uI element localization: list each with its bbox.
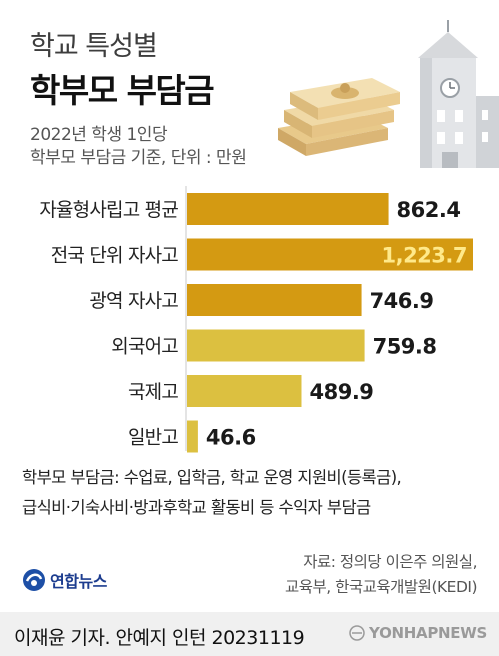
yonhap-logo: 연합뉴스 <box>22 568 107 592</box>
data-label: 1,223.7 <box>381 244 467 268</box>
data-label: 746.9 <box>370 289 434 313</box>
source-line-2: 교육부, 한국교육개발원(KEDI) <box>284 578 478 596</box>
bar <box>187 375 302 407</box>
footnote-line-1: 학부모 부담금: 수업료, 입학금, 학교 운영 지원비(등록금), <box>22 468 402 487</box>
bar <box>187 238 473 271</box>
category-label: 자율형사립고 평균 <box>39 199 178 221</box>
subtitle-unit: 학부모 부담금 기준, 단위 : 만원 <box>30 148 247 168</box>
category-label: 광역 자사고 <box>89 290 178 312</box>
credit-bar: 이재윤 기자. 안예지 인턴 20231119 YONHAPNEWS <box>0 612 499 656</box>
subtitle-year: 2022년 학생 1인당 <box>30 125 168 145</box>
data-label: 46.6 <box>206 426 256 450</box>
school-building-icon <box>418 20 499 168</box>
bar <box>187 284 362 316</box>
category-label: 외국어고 <box>111 336 178 358</box>
money-stack-icon <box>278 78 400 156</box>
bar <box>187 420 198 453</box>
category-label: 국제고 <box>128 381 178 403</box>
logo-text: 연합뉴스 <box>50 572 107 591</box>
watermark-text: YONHAPNEWS <box>369 624 487 642</box>
yonhap-logo-icon <box>23 569 45 591</box>
source-line-1: 자료: 정의당 이은주 의원실, <box>303 553 477 571</box>
category-label: 전국 단위 자사고 <box>51 245 179 267</box>
page-title: 학부모 부담금 <box>30 71 215 110</box>
credit-text: 이재윤 기자. 안예지 인턴 20231119 <box>14 627 305 649</box>
data-label: 489.9 <box>309 380 373 404</box>
watermark-icon <box>349 625 365 641</box>
category-label: 일반고 <box>128 427 178 449</box>
footnote-line-2: 급식비·기숙사비·방과후학교 활동비 등 수익자 부담금 <box>22 498 371 517</box>
bar <box>187 193 389 225</box>
bar-chart: 자율형사립고 평균 862.4 전국 단위 자사고 1,223.7 광역 자사고 746.… <box>39 186 473 453</box>
watermark: YONHAPNEWS <box>349 624 487 642</box>
school-money-illustration <box>278 20 499 168</box>
data-label: 759.8 <box>373 335 437 359</box>
data-label: 862.4 <box>397 198 461 222</box>
bar <box>187 329 365 362</box>
title-line-1: 학교 특성별 <box>30 31 158 62</box>
